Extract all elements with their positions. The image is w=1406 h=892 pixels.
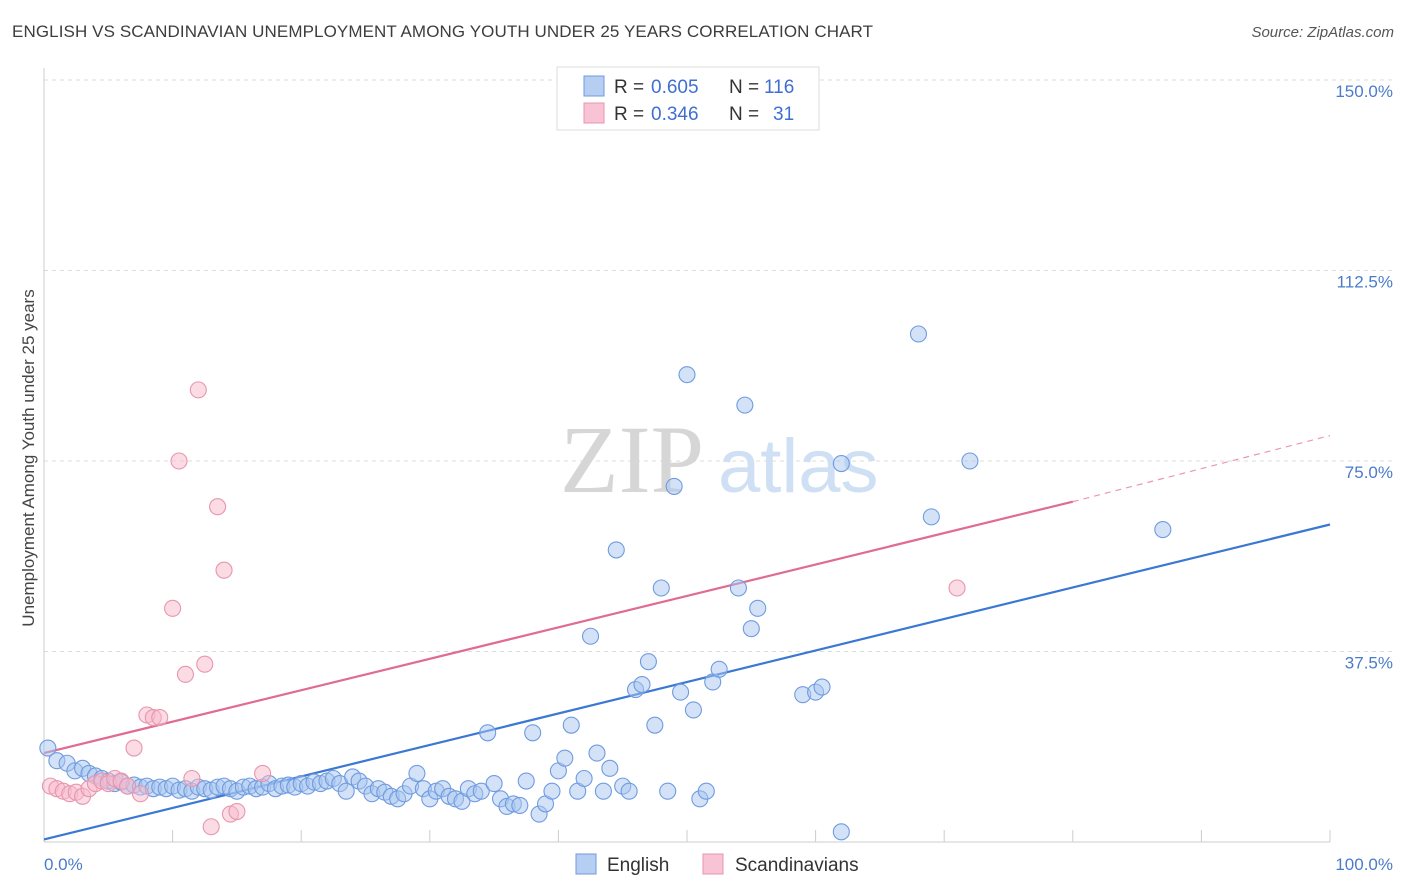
point-english — [607, 541, 625, 559]
data-points — [39, 325, 1172, 841]
point-english — [575, 769, 593, 788]
point-scandinavians — [164, 599, 182, 617]
point-english — [832, 823, 850, 841]
point-scandinavians — [948, 579, 966, 597]
y-tick-label: 37.5% — [1345, 654, 1393, 673]
watermark-zip: ZIP — [560, 406, 704, 513]
bottom-legend-label-scandinavians: Scandinavians — [735, 855, 859, 876]
point-english — [581, 627, 600, 645]
point-english — [472, 782, 490, 800]
legend-r-value-english: 0.605 — [651, 77, 699, 98]
point-english — [909, 325, 928, 343]
point-english — [594, 782, 612, 800]
point-scandinavians — [170, 452, 188, 470]
watermark: ZIP atlas — [560, 406, 879, 513]
point-scandinavians — [228, 802, 246, 821]
point-english — [961, 452, 979, 470]
legend-swatch-english — [583, 75, 605, 97]
point-english — [633, 675, 651, 694]
point-english — [543, 782, 561, 800]
point-english — [672, 683, 690, 701]
point-english — [517, 772, 535, 790]
legend-n-label-english: N = — [729, 77, 759, 98]
source-label: Source: ZipAtlas.com — [1251, 24, 1394, 41]
point-scandinavians — [202, 818, 220, 836]
point-english — [601, 759, 619, 777]
y-tick-label: 150.0% — [1335, 82, 1393, 101]
trend-line-scandinavians — [43, 500, 1074, 755]
point-english — [749, 599, 767, 617]
point-english — [39, 739, 57, 757]
point-english — [479, 724, 497, 742]
point-english — [485, 775, 503, 793]
y-axis-label: Unemployment Among Youth under 25 years — [19, 289, 38, 626]
grid-lines — [44, 79, 1395, 652]
point-english — [736, 396, 754, 414]
trend-line-extension-scandinavians — [1072, 435, 1331, 503]
point-english — [742, 620, 760, 638]
point-english — [524, 724, 542, 742]
point-scandinavians — [131, 785, 149, 803]
point-english — [697, 782, 715, 800]
point-english — [620, 782, 638, 800]
point-english — [639, 653, 657, 671]
point-scandinavians — [254, 764, 272, 782]
point-english — [659, 782, 677, 800]
point-english — [1154, 521, 1172, 539]
point-english — [922, 508, 940, 526]
legend-n-value-scandinavians: 31 — [773, 104, 794, 125]
legend-swatch-scandinavians — [583, 102, 605, 124]
point-scandinavians — [189, 381, 207, 399]
legend-r-label-scandinavians: R = — [614, 104, 644, 125]
point-english — [684, 701, 702, 719]
bottom-legend-swatch-scandinavians — [702, 853, 724, 875]
point-scandinavians — [209, 498, 227, 516]
point-english — [511, 796, 529, 814]
point-english — [729, 579, 747, 597]
tick-labels: 37.5% 75.0% 112.5% 150.0% 0.0% 100.0% — [44, 82, 1393, 874]
point-english — [646, 716, 664, 734]
point-english — [813, 678, 831, 696]
legend-n-value-english: 116 — [764, 77, 794, 98]
point-english — [832, 454, 850, 473]
legend-r-label-english: R = — [614, 77, 644, 98]
point-english — [652, 579, 670, 597]
point-english — [337, 782, 355, 800]
y-tick-label: 75.0% — [1345, 463, 1393, 482]
point-english — [710, 660, 728, 678]
bottom-legend: English Scandinavians — [575, 853, 859, 876]
point-english — [556, 749, 574, 767]
legend-n-label-scandinavians: N = — [729, 104, 759, 125]
point-english — [562, 716, 580, 734]
bottom-legend-label-english: English — [607, 855, 669, 876]
bottom-legend-swatch-english — [575, 853, 597, 875]
point-scandinavians — [183, 769, 201, 788]
point-english — [588, 744, 606, 762]
point-scandinavians — [176, 665, 195, 683]
x-tick-label: 0.0% — [44, 855, 83, 874]
point-scandinavians — [125, 739, 143, 757]
point-scandinavians — [119, 777, 137, 795]
y-tick-label: 112.5% — [1337, 273, 1393, 292]
point-scandinavians — [196, 655, 214, 673]
chart-title: ENGLISH VS SCANDINAVIAN UNEMPLOYMENT AMO… — [12, 22, 874, 41]
point-english — [678, 366, 696, 384]
point-scandinavians — [215, 561, 233, 579]
top-legend: R = 0.605 N = 116 R = 0.346 N = 31 — [556, 66, 820, 131]
point-scandinavians — [151, 708, 169, 727]
watermark-atlas: atlas — [718, 424, 879, 509]
point-english — [665, 477, 683, 495]
legend-r-value-scandinavians: 0.346 — [651, 104, 699, 125]
point-english — [408, 764, 426, 782]
x-tick-label: 100.0% — [1335, 855, 1393, 874]
axes — [43, 68, 1331, 843]
